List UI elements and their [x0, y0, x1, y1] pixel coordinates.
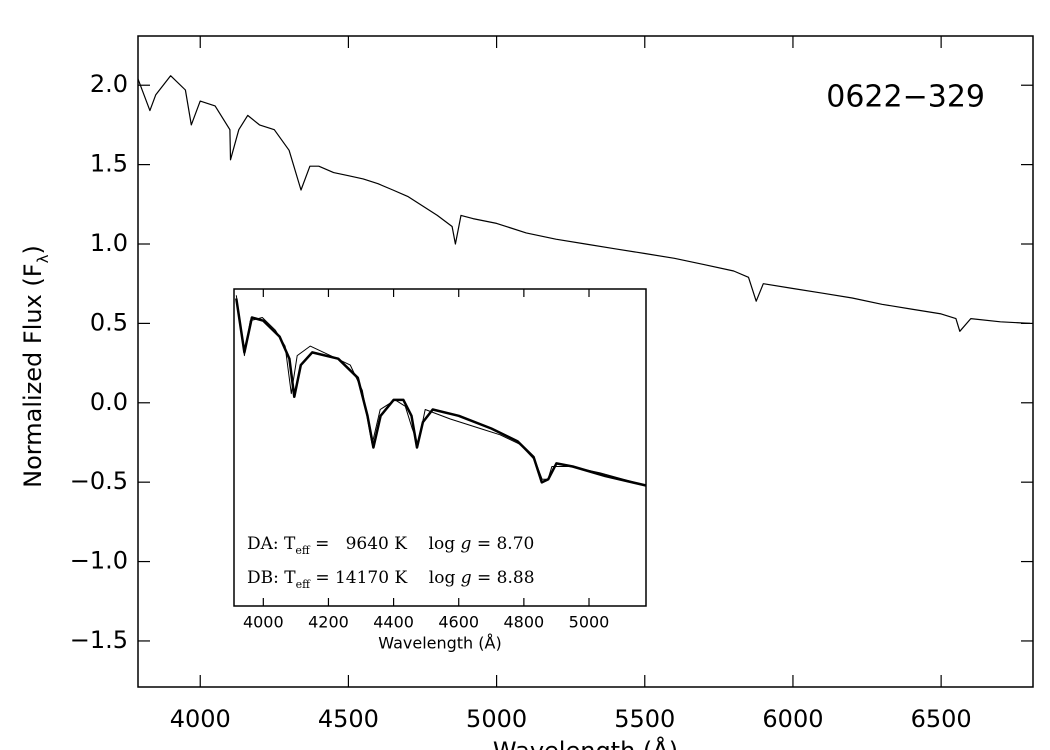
plot-frame [137, 35, 1034, 688]
fit-annotation-part: eff [295, 544, 311, 557]
y-axis-label-part: ) [19, 245, 47, 254]
y-tick-label: −1.0 [70, 547, 128, 575]
fit-annotation-part: = 9640 K log [310, 534, 461, 554]
spectrum-line [137, 75, 1031, 332]
x-tick-label: 4400 [373, 613, 414, 632]
x-tick-label: 6000 [762, 705, 823, 733]
x-tick-label: 4800 [504, 613, 545, 632]
y-axis-label-part: Normalized Flux (F [19, 263, 47, 487]
y-tick-label: 1.0 [90, 229, 128, 257]
fit-annotation: DA: Teff = 9640 K log g = 8.70 [247, 534, 534, 557]
y-tick-label: 0.5 [90, 308, 128, 336]
x-tick-label: 5000 [569, 613, 610, 632]
fit-annotation: DB: Teff = 14170 K log g = 8.88 [247, 568, 535, 591]
x-tick-label: 4200 [308, 613, 349, 632]
y-tick-label: 2.0 [90, 70, 128, 98]
y-tick-label: −1.5 [70, 626, 128, 654]
x-tick-label: 4000 [243, 613, 284, 632]
spectrum-line [235, 298, 647, 487]
fit-annotation-part: = 14170 K log [310, 568, 461, 588]
fit-annotation-part: eff [296, 578, 312, 591]
fit-annotation-part: g [461, 568, 472, 588]
fit-annotation-part: DA: T [247, 534, 296, 554]
x-axis-label: Wavelength (Å) [493, 736, 678, 750]
fit-annotation-part: = 8.88 [472, 568, 535, 588]
x-axis-label: Wavelength (Å) [378, 634, 501, 653]
x-tick-label: 4000 [170, 705, 231, 733]
y-axis-label: Normalized Flux (Fλ) [19, 245, 52, 488]
y-tick-label: 0.0 [90, 388, 128, 416]
fit-annotation-part: = 8.70 [471, 534, 534, 554]
x-tick-label: 5000 [466, 705, 527, 733]
x-tick-label: 6500 [911, 705, 972, 733]
annotation: 0622−329 [826, 80, 985, 115]
x-tick-label: 4600 [438, 613, 479, 632]
x-tick-label: 4500 [318, 705, 379, 733]
x-tick-label: 5500 [614, 705, 675, 733]
y-axis-label-part: λ [34, 254, 52, 263]
fit-annotation-part: DB: T [247, 568, 296, 588]
y-tick-label: −0.5 [70, 467, 128, 495]
plot-frame [233, 288, 647, 607]
y-tick-label: 1.5 [90, 150, 128, 178]
fit-annotation-part: g [461, 534, 472, 554]
